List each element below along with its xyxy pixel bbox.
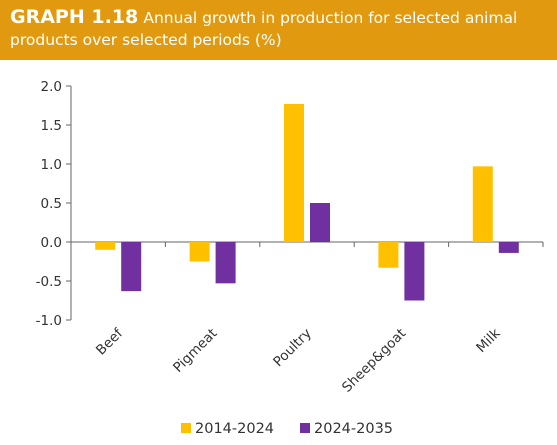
y-tick-label: 2.0 [41,79,62,95]
legend-swatch [181,423,191,433]
chart-header: GRAPH 1.18 Annual growth in production f… [0,0,557,60]
bar-beef-2024-2035 [121,242,142,292]
category-label: Poultry [270,326,315,371]
y-tick-label: 1.0 [41,157,62,173]
graph-number: GRAPH 1.18 [10,6,139,28]
y-tick-label: 0.5 [41,196,62,212]
chart-title: Annual growth in production for selected… [10,9,518,49]
y-tick-label: -0.5 [36,274,62,290]
y-tick-label: 1.5 [41,118,62,134]
bar-sheepgoat-2014-2024 [378,242,399,268]
bar-milk-2024-2035 [498,242,519,253]
legend-label: 2024-2035 [314,421,393,437]
y-tick-label: 0.0 [41,235,62,251]
category-label: Beef [93,325,127,359]
bar-pigmeat-2014-2024 [189,242,210,262]
bar-poultry-2024-2035 [310,203,330,242]
bar-sheepgoat-2024-2035 [404,242,425,301]
legend: 2014-2024 2024-2035 [181,421,393,437]
labels-layer: Beef Pigmeat Poultry Sheep&goat Milk [93,325,504,396]
y-tick-label: -1.0 [36,313,62,329]
category-label: Pigmeat [170,326,220,376]
bar-beef-2014-2024 [95,242,116,250]
category-label: Milk [473,325,504,356]
bar-pigmeat-2024-2035 [215,242,236,284]
bars-layer [95,103,519,301]
category-label: Sheep&goat [339,326,409,396]
bar-milk-2014-2024 [472,166,493,242]
bar-poultry-2014-2024 [284,103,304,242]
legend-swatch [300,423,310,433]
legend-label: 2014-2024 [195,421,274,437]
axis-layer: 2.0 1.5 1.0 0.5 0.0 -0.5 -1.0 [36,79,544,329]
